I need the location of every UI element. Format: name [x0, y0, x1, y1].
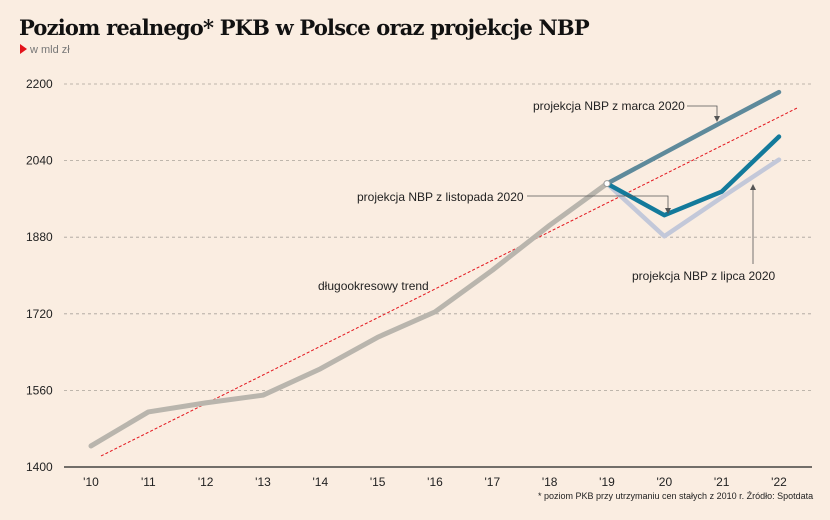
unit-label: w mld zł — [30, 44, 70, 56]
x-tick-label: '20 — [657, 475, 673, 489]
annotation-november: projekcja NBP z listopada 2020 — [357, 190, 524, 204]
chart-subtitle: w mld zł — [20, 44, 70, 56]
leader-line — [527, 195, 669, 210]
y-tick-label: 1400 — [26, 460, 53, 474]
x-tick-label: '16 — [427, 475, 443, 489]
junction-marker — [603, 180, 611, 188]
annotation-march: projekcja NBP z marca 2020 — [533, 99, 685, 113]
series-line-actual — [88, 181, 610, 449]
x-tick-label: '12 — [198, 475, 214, 489]
triangle-icon — [20, 44, 27, 54]
x-tick-label: '11 — [141, 475, 156, 489]
x-tick-label: '10 — [83, 475, 99, 489]
footnote: * poziom PKB przy utrzymaniu cen stałych… — [538, 491, 814, 501]
y-tick-label: 1880 — [26, 230, 53, 244]
x-tick-label: '22 — [771, 475, 787, 489]
arrow-icon — [665, 208, 671, 214]
x-tick-label: '15 — [370, 475, 386, 489]
y-tick-label: 1560 — [26, 383, 53, 397]
y-tick-label: 1720 — [26, 307, 53, 321]
y-tick-label: 2200 — [26, 77, 53, 91]
leader-line — [687, 105, 718, 118]
arrow-icon — [750, 184, 756, 190]
chart-title: Poziom realnego* PKB w Polsce oraz proje… — [19, 15, 590, 40]
annotation-july: projekcja NBP z lipca 2020 — [632, 269, 776, 283]
x-tick-label: '14 — [313, 475, 329, 489]
y-tick-label: 2040 — [26, 154, 53, 168]
series-line-november — [604, 134, 782, 218]
x-tick-label: '18 — [542, 475, 558, 489]
x-tick-label: '19 — [599, 475, 615, 489]
x-tick-label: '17 — [485, 475, 501, 489]
series-line-july — [604, 157, 782, 239]
arrow-icon — [714, 116, 720, 122]
annotation-trend: długookresowy trend — [318, 279, 429, 293]
x-tick-label: '13 — [255, 475, 271, 489]
series-line-march — [604, 89, 782, 186]
x-tick-label: '21 — [714, 475, 730, 489]
